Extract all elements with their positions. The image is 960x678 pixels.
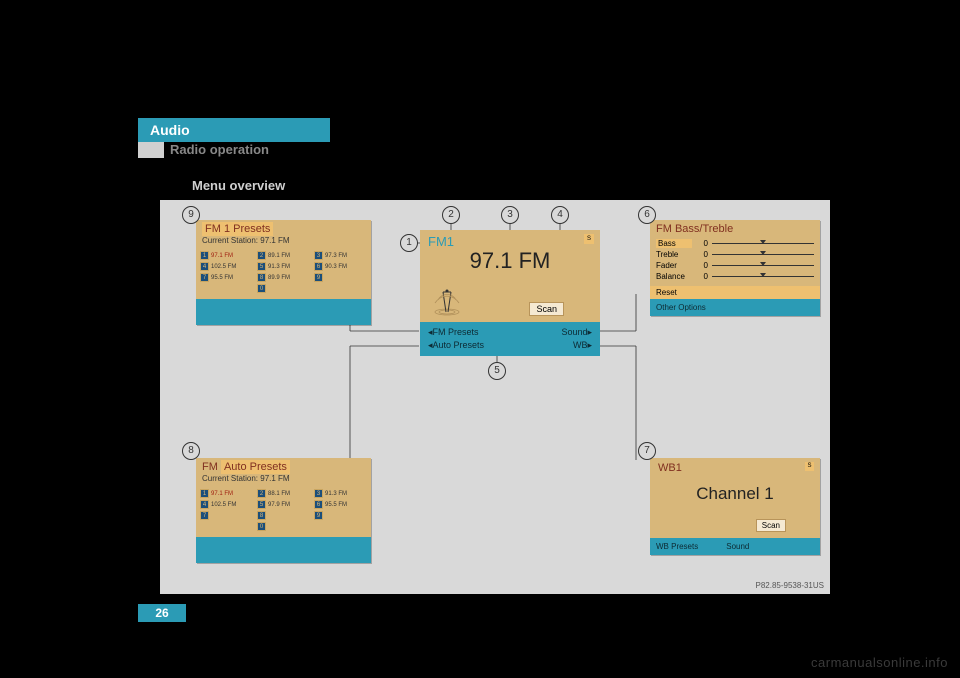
menu-wb[interactable]: WB▸	[573, 340, 592, 351]
main-frequency: 97.1 FM	[420, 248, 600, 274]
callout-5: 5	[488, 362, 506, 380]
preset-slot[interactable]: 9	[314, 273, 367, 282]
callout-3: 3	[501, 206, 519, 224]
wb-display: WB1 S Channel 1 Scan	[650, 458, 820, 538]
preset-slot[interactable]	[200, 284, 253, 293]
main-display: FM1 S 97.1 FM Scan	[420, 230, 600, 322]
menu-fm-presets[interactable]: ◂FM Presets	[428, 327, 479, 338]
panel-fm-auto-presets: FM Auto Presets Current Station: 97.1 FM…	[196, 458, 371, 563]
sound-row[interactable]: Bass0	[656, 238, 814, 249]
auto-current-station: Current Station: 97.1 FM	[196, 474, 371, 487]
preset-slot[interactable]	[314, 284, 367, 293]
preset-slot[interactable]: 397.3 FM	[314, 251, 367, 260]
image-reference: P82.85-9538-31US	[756, 581, 825, 590]
preset-slot[interactable]: 197.1 FM	[200, 251, 253, 260]
page-marker-box	[138, 142, 164, 158]
figure-area: 9 2 3 4 1 5 6 7 8 FM 1 Presets Current S…	[160, 200, 830, 594]
preset-slot[interactable]: 7	[200, 511, 253, 520]
wb-band-label: WB1	[658, 462, 682, 474]
wb-signal-badge: S	[805, 462, 814, 471]
page-number: 26	[138, 604, 186, 622]
panel-sound: FM Bass/Treble Bass0Treble0Fader0Balance…	[650, 220, 820, 316]
signal-badge: S	[584, 234, 594, 244]
sound-rows: Bass0Treble0Fader0Balance0	[650, 236, 820, 286]
preset-slot[interactable]: 289.1 FM	[257, 251, 310, 260]
preset-slot[interactable]: 9	[314, 511, 367, 520]
preset-slot[interactable]: 889.9 FM	[257, 273, 310, 282]
preset-slot[interactable]: 795.5 FM	[200, 273, 253, 282]
preset-slot[interactable]: 288.1 FM	[257, 489, 310, 498]
sound-other-options[interactable]: Other Options	[650, 299, 820, 316]
preset-slot[interactable]	[200, 522, 253, 531]
sound-row[interactable]: Balance0	[656, 271, 814, 282]
panel-main-radio: FM1 S 97.1 FM Scan ◂FM Presets Sound▸ ◂A…	[420, 230, 600, 356]
preset-slot[interactable]: 391.3 FM	[314, 489, 367, 498]
auto-title-b: Auto Presets	[221, 460, 290, 474]
scan-button[interactable]: Scan	[529, 302, 564, 316]
callout-6: 6	[638, 206, 656, 224]
preset-slot[interactable]: 695.5 FM	[314, 500, 367, 509]
sound-title: FM Bass/Treble	[650, 220, 820, 236]
sound-reset[interactable]: Reset	[650, 286, 820, 299]
panel-wb: WB1 S Channel 1 Scan WB Presets Sound	[650, 458, 820, 555]
wb-menu: WB Presets Sound	[650, 538, 820, 555]
preset-slot[interactable]: 591.3 FM	[257, 262, 310, 271]
main-menu: ◂FM Presets Sound▸ ◂Auto Presets WB▸	[420, 322, 600, 356]
preset-slot[interactable]: 8	[257, 511, 310, 520]
section-tab: Audio	[138, 118, 330, 142]
auto-footer	[196, 537, 371, 563]
preset-slot[interactable]: 4102.5 FM	[200, 262, 253, 271]
preset-slot[interactable]: 4102.5 FM	[200, 500, 253, 509]
preset-slot[interactable]: 0	[257, 284, 310, 293]
callout-1: 1	[400, 234, 418, 252]
callout-8: 8	[182, 442, 200, 460]
callout-7: 7	[638, 442, 656, 460]
wb-channel: Channel 1	[650, 484, 820, 504]
fm1-presets-title: FM 1 Presets	[202, 222, 273, 236]
panel-fm1-presets: FM 1 Presets Current Station: 97.1 FM 19…	[196, 220, 371, 325]
preset-slot[interactable]: 597.9 FM	[257, 500, 310, 509]
preset-slot[interactable]: 197.1 FM	[200, 489, 253, 498]
watermark: carmanualsonline.info	[811, 655, 948, 670]
auto-preset-grid: 197.1 FM 288.1 FM 391.3 FM 4102.5 FM 597.9 F…	[196, 487, 371, 537]
wb-menu-sound[interactable]: Sound	[726, 542, 749, 551]
main-band-label: FM1	[428, 234, 454, 249]
menu-overview-label: Menu overview	[192, 178, 285, 193]
fm1-footer	[196, 299, 371, 325]
fm1-current-station: Current Station: 97.1 FM	[196, 236, 371, 249]
antenna-icon	[434, 288, 468, 316]
menu-auto-presets[interactable]: ◂Auto Presets	[428, 340, 484, 351]
fm1-preset-grid: 197.1 FM 289.1 FM 397.3 FM 4102.5 FM 591.3 F…	[196, 249, 371, 299]
sound-row[interactable]: Fader0	[656, 260, 814, 271]
sound-row[interactable]: Treble0	[656, 249, 814, 260]
callout-4: 4	[551, 206, 569, 224]
wb-scan-button[interactable]: Scan	[756, 519, 786, 532]
preset-slot[interactable]: 0	[257, 522, 310, 531]
wb-menu-presets[interactable]: WB Presets	[656, 542, 698, 551]
auto-title-a: FM	[202, 461, 221, 473]
preset-slot[interactable]: 690.3 FM	[314, 262, 367, 271]
callout-2: 2	[442, 206, 460, 224]
subheading: Radio operation	[170, 142, 269, 157]
menu-sound[interactable]: Sound▸	[561, 327, 592, 338]
preset-slot[interactable]	[314, 522, 367, 531]
callout-9: 9	[182, 206, 200, 224]
